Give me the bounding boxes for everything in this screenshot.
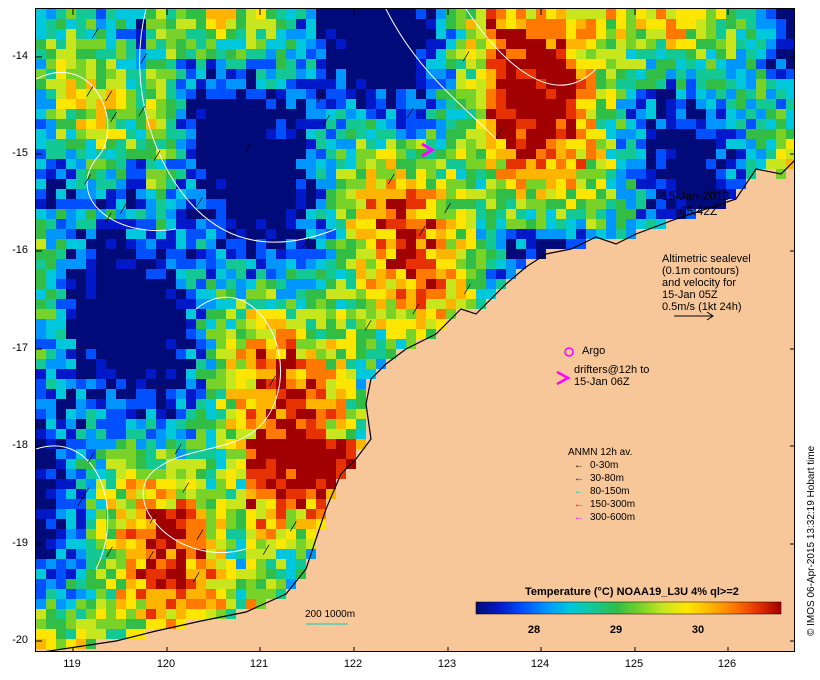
colorbar [475, 601, 782, 615]
colorbar-tick-label: 29 [609, 624, 623, 636]
velocity-arrow [196, 529, 204, 540]
sealevel-contour [139, 9, 337, 243]
velocity-arrow [147, 550, 154, 562]
altimetric-note-5: 0.5m/s (1kt 24h) [662, 301, 742, 313]
velocity-arrow [149, 513, 157, 524]
velocity-arrow [464, 283, 471, 295]
velocity-arrow [86, 86, 94, 97]
velocity-arrow [110, 111, 117, 123]
legend-item-label: 300-600m [590, 512, 636, 523]
legend-title: ANMN 12h av. [568, 447, 633, 458]
velocity-arrow [120, 203, 127, 214]
legend-item: ← 30-80m [574, 473, 624, 484]
arrow-left-icon: ← [574, 486, 584, 497]
colorbar-tick-label: 28 [527, 624, 541, 636]
date-label: 15-Jan-2013 [662, 189, 730, 203]
velocity-arrow [418, 225, 426, 237]
velocity-arrow [387, 173, 395, 185]
legend-item-label: 0-30m [590, 460, 619, 471]
colorbar-tick-label: 30 [691, 624, 705, 636]
legend-item-label: 30-80m [590, 473, 624, 484]
sealevel-contour [36, 445, 109, 570]
velocity-arrow [262, 544, 270, 555]
arrow-left-icon: ← [574, 460, 584, 471]
velocity-arrow [84, 174, 91, 185]
y-tick-label: -20 [12, 634, 28, 646]
velocity-arrow [316, 92, 324, 103]
depth-contour-label: 200 1000m [305, 609, 356, 620]
legend-item: ← 0-30m [574, 460, 618, 471]
x-tick-label: 124 [530, 658, 550, 670]
altimetric-note-2: (0.1m contours) [662, 265, 740, 277]
velocity-arrow [196, 197, 203, 208]
sst-map[interactable] [35, 8, 795, 652]
velocity-arrow [290, 520, 297, 532]
velocity-arrow [106, 546, 113, 557]
x-tick-label: 119 [63, 658, 81, 670]
velocity-arrow [302, 237, 309, 249]
argo-marker [564, 347, 574, 357]
velocity-arrow [406, 107, 414, 119]
velocity-arrow [462, 51, 470, 62]
drifters-note-1: drifters@12h to [574, 364, 650, 376]
x-tick-label: 120 [156, 658, 176, 670]
velocity-arrow [192, 571, 200, 583]
velocity-arrow [412, 304, 419, 315]
legend-item: ← 80-150m [574, 486, 629, 497]
y-tick-label: -17 [12, 342, 28, 354]
legend-item-label: 150-300m [590, 499, 636, 510]
drifter-marker [421, 142, 435, 158]
coastline [45, 160, 794, 651]
velocity-arrow [323, 115, 330, 126]
velocity-arrow [140, 53, 147, 64]
x-tick-label: 125 [624, 658, 644, 670]
y-tick-label: -18 [12, 439, 28, 451]
sealevel-contour [142, 296, 281, 554]
velocity-arrow [495, 128, 503, 139]
legend-item-label: 80-150m [590, 486, 630, 497]
sst-pixels [36, 9, 794, 649]
arrow-left-icon: ← [574, 512, 584, 523]
velocity-arrow [66, 387, 74, 399]
velocity-arrow [77, 495, 85, 506]
arrow-left-icon: ← [574, 473, 584, 484]
velocity-arrow [104, 212, 112, 223]
altimetric-note-3: and velocity for [662, 277, 736, 289]
time-label: 05:42Z [680, 204, 718, 218]
velocity-arrow [269, 375, 276, 387]
altimetric-note-1: Altimetric sealevel [662, 253, 751, 265]
velocity-arrow [244, 143, 251, 154]
velocity-arrow [138, 106, 146, 117]
sealevel-contour [465, 9, 597, 86]
legend-item: ← 150-300m [574, 499, 635, 510]
velocity-arrow [182, 482, 190, 493]
drifters-note-2: 15-Jan 06Z [574, 376, 630, 388]
sst-map-svg [36, 9, 794, 651]
arrow-left-icon: ← [574, 499, 584, 510]
x-tick-label: 126 [717, 658, 737, 670]
argo-label: Argo [582, 345, 606, 357]
sealevel-contour [385, 9, 497, 140]
y-tick-label: -14 [12, 50, 28, 62]
y-tick-label: -15 [12, 147, 28, 159]
credit-label: © IMOS 06-Apr-2015 13:32:19 Hobart time [806, 445, 817, 636]
x-tick-label: 123 [437, 658, 457, 670]
y-tick-label: -19 [12, 537, 28, 549]
velocity-arrow [174, 443, 182, 455]
altimetric-note-4: 15-Jan 05Z [662, 289, 718, 301]
velocity-arrow [364, 320, 372, 331]
sealevel-contour [36, 71, 177, 231]
legend-item: ← 300-600m [574, 512, 635, 523]
y-tick-label: -16 [12, 244, 28, 256]
colorbar-title: Temperature (°C) NOAA19_L3U 4% ql>=2 [525, 586, 739, 598]
x-tick-label: 121 [249, 658, 269, 670]
velocity-arrow [444, 202, 451, 214]
drifter-legend-symbol [556, 370, 571, 386]
velocity-arrow [105, 90, 112, 102]
velocity-arrow [87, 452, 95, 463]
velocity-arrow [91, 28, 99, 39]
velocity-arrow [153, 150, 161, 161]
x-tick-label: 122 [343, 658, 363, 670]
